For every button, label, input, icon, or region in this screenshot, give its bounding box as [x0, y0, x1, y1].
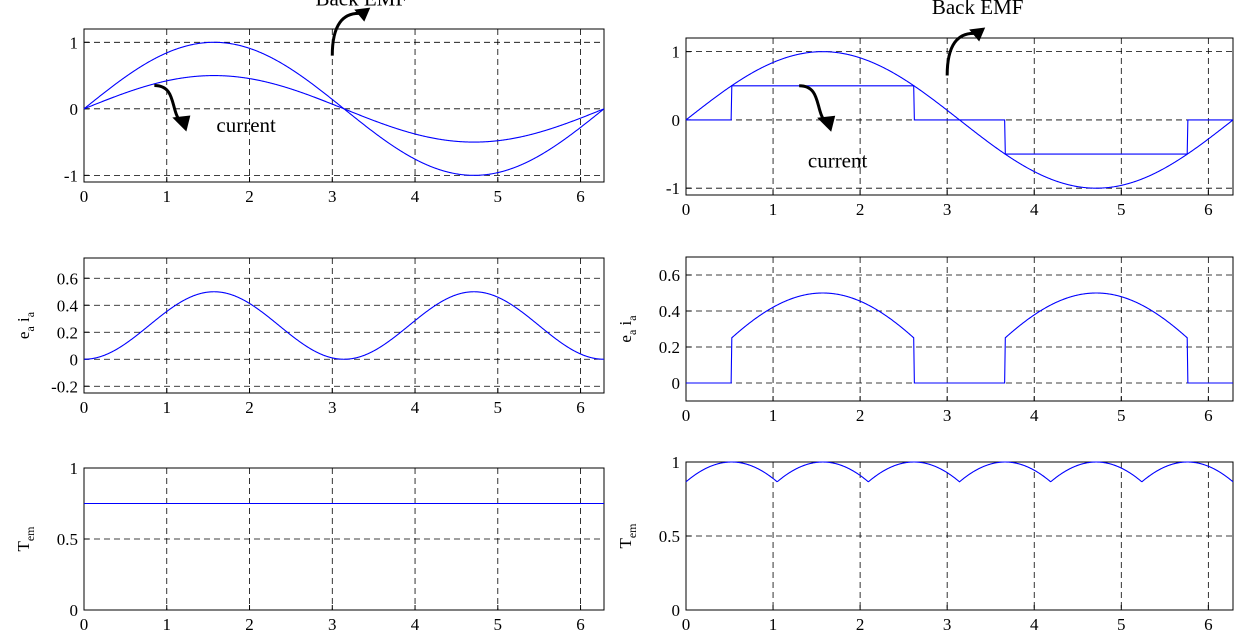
x-tick-label: 0 — [682, 406, 691, 425]
y-tick-label: 0 — [70, 100, 79, 119]
y-tick-label: 0.4 — [659, 302, 681, 321]
x-tick-label: 0 — [682, 200, 691, 219]
x-tick-label: 3 — [943, 406, 952, 425]
y-tick-label: 0.4 — [57, 296, 79, 315]
arrow-head-icon — [172, 115, 191, 132]
x-tick-label: 1 — [163, 615, 172, 634]
x-tick-label: 2 — [245, 187, 254, 206]
plot-area — [685, 256, 1234, 402]
x-tick-label: 5 — [494, 187, 503, 206]
y-tick-label: 0.2 — [659, 338, 680, 357]
x-tick-label: 2 — [245, 398, 254, 417]
x-tick-label: 6 — [1204, 615, 1213, 634]
y-tick-label: 0 — [70, 601, 79, 620]
x-tick-label: 5 — [1117, 615, 1126, 634]
x-tick-label: 1 — [163, 187, 172, 206]
x-tick-label: 5 — [1117, 406, 1126, 425]
x-tick-label: 1 — [769, 406, 778, 425]
x-tick-label: 3 — [943, 200, 952, 219]
x-tick-label: 4 — [411, 187, 420, 206]
x-tick-label: 5 — [494, 398, 503, 417]
arrow-icon — [330, 12, 363, 56]
y-axis-label: ea ia — [14, 311, 37, 339]
x-tick-label: 5 — [494, 615, 503, 634]
series-line — [84, 291, 604, 360]
y-tick-label: -0.2 — [51, 377, 78, 396]
arrow-head-icon — [817, 115, 836, 132]
x-tick-label: 2 — [245, 615, 254, 634]
y-tick-label: 1 — [672, 453, 681, 472]
axes-sine-torque: 0 1 2 3 4 5 6 0 0.5 1 Tem — [14, 459, 605, 634]
y-tick-label: 0.5 — [57, 530, 78, 549]
x-tick-label: 1 — [769, 200, 778, 219]
annotation-current: current — [216, 113, 276, 137]
y-axis-label: Tem — [14, 526, 37, 552]
y-tick-label: 1 — [70, 459, 79, 478]
y-axis-label: ea ia — [616, 315, 639, 343]
y-tick-label: 0.6 — [57, 269, 78, 288]
x-tick-label: 6 — [576, 615, 585, 634]
x-tick-label: 0 — [80, 615, 89, 634]
x-tick-label: 1 — [163, 398, 172, 417]
y-tick-label: 0 — [672, 601, 681, 620]
x-tick-label: 1 — [769, 615, 778, 634]
y-tick-label: 0 — [672, 111, 681, 130]
y-tick-label: 0.5 — [659, 527, 680, 546]
x-tick-label: 2 — [856, 615, 865, 634]
y-tick-label: 0 — [672, 374, 681, 393]
x-tick-label: 6 — [576, 398, 585, 417]
arrow-head-icon — [969, 27, 986, 42]
arrow-icon — [945, 31, 978, 76]
x-tick-label: 3 — [328, 615, 337, 634]
y-tick-label: -1 — [666, 179, 680, 198]
y-tick-label: 0.6 — [659, 266, 680, 285]
x-tick-label: 0 — [682, 615, 691, 634]
series-line-current — [686, 85, 1233, 155]
x-tick-label: 4 — [411, 398, 420, 417]
x-tick-label: 3 — [328, 398, 337, 417]
x-tick-label: 4 — [1030, 200, 1039, 219]
plot-area — [83, 257, 605, 394]
y-tick-label: -1 — [64, 166, 78, 185]
annotation-back-emf: Back EMF — [315, 0, 407, 11]
x-tick-label: 4 — [1030, 406, 1039, 425]
y-tick-label: 0 — [70, 350, 79, 369]
axes-sine-power: 0 1 2 3 4 5 6-0.200.20.40.6ea ia — [14, 257, 605, 417]
x-tick-label: 6 — [1204, 200, 1213, 219]
x-tick-label: 3 — [328, 187, 337, 206]
x-tick-label: 0 — [80, 187, 89, 206]
series-line — [685, 461, 1234, 483]
y-tick-label: 1 — [70, 33, 79, 52]
annotation-back-emf: Back EMF — [932, 0, 1024, 19]
x-tick-label: 2 — [856, 200, 865, 219]
x-tick-label: 0 — [80, 398, 89, 417]
y-tick-label: 0.2 — [57, 323, 78, 342]
series-line-current — [83, 75, 605, 143]
axes-square-torque: 0 1 2 3 4 5 6 0 0.5 1 Tem — [616, 453, 1234, 634]
arrow-head-icon — [354, 7, 371, 22]
annotation-current: current — [808, 149, 868, 173]
x-tick-label: 5 — [1117, 200, 1126, 219]
x-tick-label: 4 — [411, 615, 420, 634]
y-axis-label: Tem — [616, 523, 639, 549]
plot-area — [685, 37, 1234, 196]
y-tick-label: 1 — [672, 43, 681, 62]
axes-square-power: 0 1 2 3 4 5 6 0 0.2 0.4 0.6 ea ia — [616, 256, 1234, 425]
x-tick-label: 2 — [856, 406, 865, 425]
series-line — [686, 292, 1233, 384]
plot-area — [83, 28, 605, 183]
x-tick-label: 4 — [1030, 615, 1039, 634]
x-tick-label: 3 — [943, 615, 952, 634]
x-tick-label: 6 — [1204, 406, 1213, 425]
x-tick-label: 6 — [576, 187, 585, 206]
